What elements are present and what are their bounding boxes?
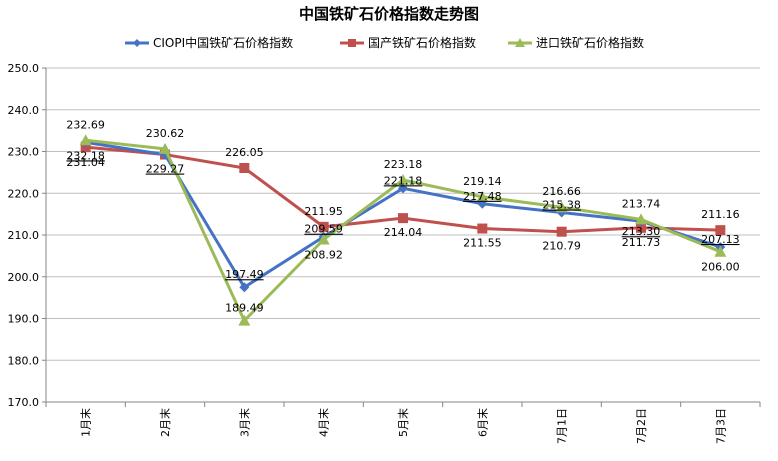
square-marker bbox=[398, 213, 408, 224]
series-2 bbox=[79, 134, 727, 326]
diamond-marker bbox=[133, 39, 141, 47]
data-label: 229.27 bbox=[146, 163, 185, 176]
data-label: 211.16 bbox=[701, 208, 740, 221]
diamond-marker bbox=[398, 183, 408, 194]
data-label: 232.18 bbox=[66, 149, 105, 162]
square-marker bbox=[556, 226, 567, 237]
triangle-marker bbox=[714, 245, 727, 257]
triangle-marker bbox=[159, 142, 171, 154]
data-label: 213.74 bbox=[622, 197, 661, 210]
square-marker bbox=[636, 222, 646, 233]
legend-entry: 进口铁矿石价格指数 bbox=[508, 35, 644, 50]
legend-label: 国产铁矿石价格指数 bbox=[368, 35, 476, 50]
square-marker bbox=[318, 221, 329, 232]
triangle-marker bbox=[515, 38, 525, 47]
x-tick-label: 5月末 bbox=[396, 408, 410, 437]
data-label: 221.18 bbox=[384, 174, 423, 187]
y-tick-label: 250.0 bbox=[8, 62, 40, 75]
data-label: 226.05 bbox=[225, 146, 264, 159]
data-label: 211.95 bbox=[304, 205, 343, 218]
legend: CIOPI中国铁矿石价格指数 国产铁矿石价格指数 进口铁矿石价格指数 bbox=[125, 35, 644, 50]
data-label: 206.00 bbox=[701, 261, 740, 274]
data-label: 214.04 bbox=[384, 226, 423, 239]
legend-entry: 国产铁矿石价格指数 bbox=[340, 35, 476, 50]
y-tick-label: 240.0 bbox=[8, 104, 40, 117]
y-tick-label: 220.0 bbox=[8, 187, 40, 200]
y-tick-label: 200.0 bbox=[8, 271, 40, 284]
data-label: 213.30 bbox=[622, 225, 661, 238]
diamond-marker bbox=[239, 282, 250, 293]
legend-label: 进口铁矿石价格指数 bbox=[536, 35, 644, 50]
y-tick-label: 190.0 bbox=[8, 313, 40, 326]
legend-label: CIOPI中国铁矿石价格指数 bbox=[153, 35, 293, 50]
data-label: 217.48 bbox=[463, 190, 502, 203]
y-tick-label: 180.0 bbox=[8, 354, 40, 367]
x-tick-label: 4月末 bbox=[317, 408, 331, 437]
triangle-marker bbox=[317, 233, 330, 245]
square-marker bbox=[239, 162, 250, 173]
triangle-marker bbox=[635, 213, 647, 225]
data-label: 207.13 bbox=[701, 233, 740, 246]
data-label: 208.92 bbox=[304, 249, 343, 262]
y-tick-label: 210.0 bbox=[8, 229, 40, 242]
data-label: 230.62 bbox=[146, 127, 185, 140]
square-marker bbox=[348, 39, 356, 47]
x-tick-label: 7月1日 bbox=[556, 408, 569, 444]
x-tick-label: 7月3日 bbox=[714, 408, 727, 444]
y-tick-label: 230.0 bbox=[8, 146, 40, 159]
square-marker bbox=[715, 225, 726, 236]
x-tick-label: 7月2日 bbox=[635, 408, 648, 444]
x-tick-label: 3月末 bbox=[237, 408, 251, 437]
y-tick-label: 170.0 bbox=[8, 396, 40, 409]
data-label: 211.55 bbox=[463, 237, 502, 250]
triangle-marker bbox=[238, 314, 251, 326]
x-axis-ticks: 1月末 2月末 3月末 4月末 5月末 6月末 7月1日 7月2日 7月3日 bbox=[45, 402, 761, 444]
data-label: 197.49 bbox=[225, 268, 264, 281]
data-label: 232.69 bbox=[66, 118, 105, 131]
series-group bbox=[79, 134, 727, 326]
data-label: 211.73 bbox=[622, 236, 661, 249]
data-labels: 232.18 229.27 197.49 209.59 221.18 217.48 215.… bbox=[66, 118, 739, 314]
x-tick-label: 1月末 bbox=[79, 408, 93, 437]
x-tick-label: 2月末 bbox=[158, 408, 172, 437]
data-label: 215.38 bbox=[542, 199, 581, 212]
data-label: 223.18 bbox=[384, 158, 423, 171]
triangle-marker bbox=[397, 173, 409, 185]
square-marker bbox=[477, 223, 488, 234]
chart-title: 中国铁矿石价格指数走势图 bbox=[299, 5, 479, 23]
data-label: 231.04 bbox=[66, 156, 105, 169]
triangle-marker bbox=[476, 190, 489, 202]
data-label: 210.79 bbox=[542, 240, 581, 253]
x-tick-label: 6月末 bbox=[475, 408, 489, 437]
data-label: 216.66 bbox=[542, 185, 581, 198]
data-label: 219.14 bbox=[463, 175, 502, 188]
data-label: 189.49 bbox=[225, 302, 264, 315]
y-axis-ticks: 170.0 180.0 190.0 200.0 210.0 220.0 230.0 240.0… bbox=[8, 62, 46, 409]
data-label: 209.59 bbox=[304, 223, 343, 236]
triangle-marker bbox=[79, 134, 92, 146]
legend-entry: CIOPI中国铁矿石价格指数 bbox=[125, 35, 293, 50]
triangle-marker bbox=[555, 201, 568, 213]
